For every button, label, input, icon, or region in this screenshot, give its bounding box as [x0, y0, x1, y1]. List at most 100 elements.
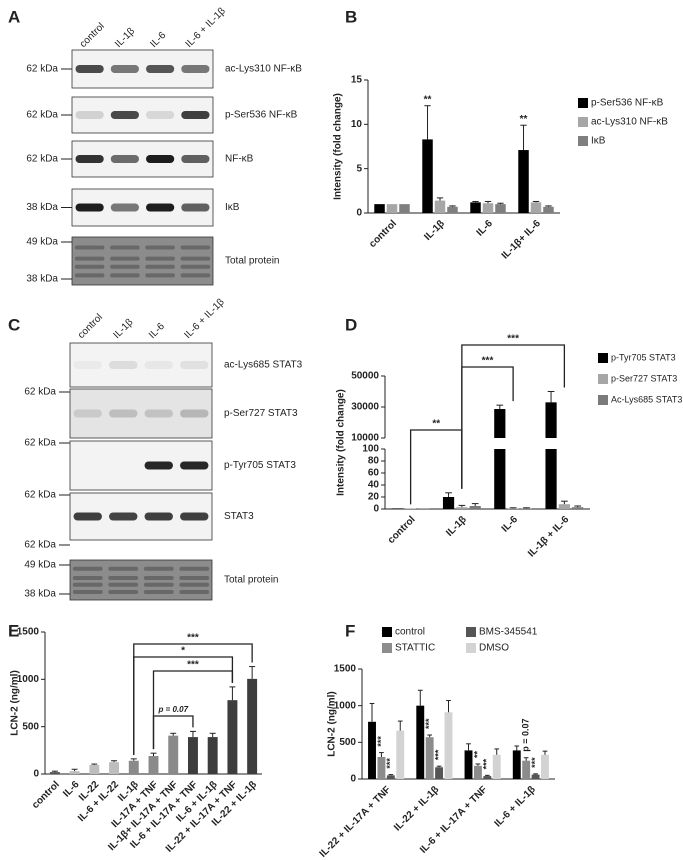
bar: [464, 750, 473, 779]
bracket: [461, 366, 514, 489]
y-tick-label: 1000: [334, 700, 357, 711]
bar: [168, 735, 179, 774]
protein-band: [108, 590, 139, 594]
x-tick-label: IL-22 + IL-17A + TNF: [318, 784, 393, 859]
bar: [434, 200, 446, 213]
legend-swatch: [466, 627, 476, 637]
blot-band: [110, 65, 139, 73]
blot-band: [73, 361, 102, 369]
x-tick-label: IL-1β: [422, 218, 447, 243]
significance: ***: [424, 718, 434, 729]
protein-band: [145, 256, 175, 261]
bracket: [152, 670, 234, 750]
bracket: [152, 715, 194, 750]
blot-label: p-Ser536 NF-κB: [225, 110, 298, 121]
panel-letter: F: [345, 621, 355, 640]
y-tick-label: 80: [368, 456, 380, 467]
y-tick-label: 0: [356, 208, 362, 219]
bracket: [461, 344, 566, 489]
y-tick-label: 15: [351, 75, 363, 86]
legend-swatch: [578, 117, 588, 127]
lane-label: control: [76, 312, 105, 341]
x-tick-label: IL-6: [500, 514, 521, 535]
legend-swatch: [598, 374, 608, 384]
mw-marker: 62 kDa: [26, 110, 58, 121]
legend-label: DMSO: [479, 643, 509, 654]
y-tick-label: 40: [368, 480, 380, 491]
bar: [386, 204, 398, 213]
bar: [482, 203, 494, 213]
protein-band: [110, 245, 140, 250]
x-tick-label: IL-22 + IL-1β: [392, 784, 441, 833]
lane-label: IL-6: [148, 30, 168, 50]
panel-letter: B: [345, 7, 357, 26]
protein-band: [72, 590, 103, 594]
legend-label: IκB: [591, 136, 606, 147]
lane-label: IL-1β: [111, 317, 135, 341]
y-tick-label: 10000: [351, 433, 379, 444]
blot-strip: [71, 236, 214, 286]
legend-label: p-Ser536 NF-κB: [591, 98, 664, 109]
significance: ***: [385, 758, 395, 769]
x-tick-label: IL-1β: [444, 514, 469, 539]
mw-marker: 49 kDa: [24, 560, 56, 571]
bracket-label: **: [432, 419, 440, 430]
protein-band: [145, 264, 175, 269]
bar: [543, 206, 554, 213]
bar: [49, 772, 60, 774]
protein-band: [180, 273, 211, 278]
legend-label: control: [395, 627, 425, 638]
bar: [522, 760, 531, 779]
bar: [128, 760, 139, 774]
bar: [435, 767, 444, 779]
bar: [368, 721, 376, 779]
blot-band: [144, 409, 173, 418]
bar: [530, 202, 542, 213]
legend-label: Ac-Lys685 STAT3: [611, 394, 682, 404]
legend-swatch: [598, 353, 608, 363]
mw-marker: 38 kDa: [26, 202, 58, 213]
blot-band: [181, 155, 210, 163]
mw-marker: 62 kDa: [24, 540, 56, 551]
legend-swatch: [578, 98, 588, 108]
lane-label: IL-1β: [113, 26, 137, 50]
bar: [391, 508, 403, 509]
bracket-label: ***: [187, 660, 199, 671]
protein-band: [72, 566, 103, 571]
bar: [512, 750, 521, 779]
lane-label: IL-6: [147, 321, 167, 341]
blot-label: IκB: [225, 202, 240, 213]
significance: ***: [376, 736, 386, 747]
bracket-label: ***: [507, 334, 519, 345]
legend-label: BMS-345541: [479, 627, 538, 638]
blot-band: [144, 361, 173, 369]
bar: [89, 765, 100, 774]
mw-marker: 38 kDa: [26, 274, 58, 285]
y-tick-label: 0: [33, 769, 39, 780]
bar: [558, 504, 570, 509]
protein-band: [179, 582, 210, 587]
significance: **: [424, 94, 432, 105]
bar: [247, 678, 258, 774]
blot-label: Total protein: [225, 256, 279, 267]
protein-band: [179, 576, 210, 580]
y-tick-label: 50000: [351, 371, 379, 382]
legend-label: p-Tyr705 STAT3: [611, 352, 676, 362]
protein-band: [145, 245, 175, 250]
bar: [386, 775, 395, 779]
y-tick-label: 1000: [17, 674, 40, 685]
y-tick-label: 500: [22, 721, 39, 732]
bar: [518, 150, 529, 213]
protein-band: [143, 566, 174, 571]
blot-band: [110, 111, 139, 119]
significance: p = 0.07: [521, 718, 531, 751]
blot-label: STAT3: [224, 511, 254, 522]
bracket-label: ***: [187, 633, 199, 644]
y-tick-label: 10: [351, 119, 363, 130]
protein-band: [180, 245, 211, 250]
y-tick-label: 0: [350, 774, 356, 785]
significance: ***: [482, 758, 492, 769]
blot-band: [144, 461, 173, 470]
legend-swatch: [466, 643, 476, 653]
